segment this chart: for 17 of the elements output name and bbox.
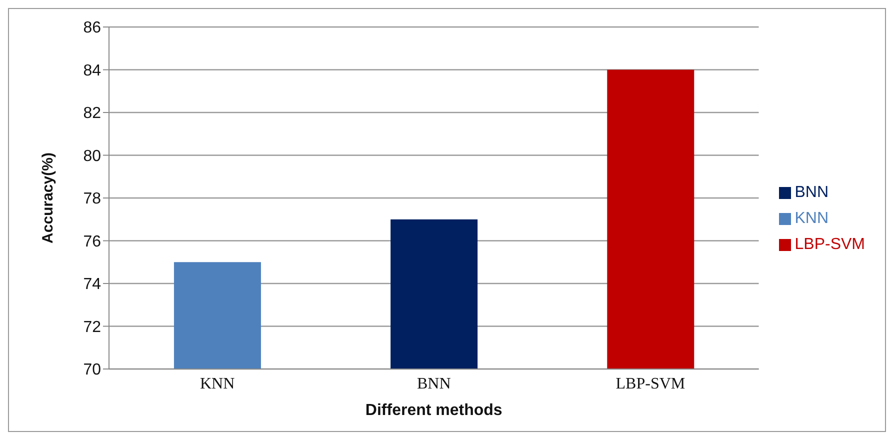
- legend-label: KNN: [794, 210, 829, 227]
- x-tick-label: BNN: [416, 375, 452, 392]
- y-tick-label: 78: [83, 190, 102, 208]
- x-tick-label: KNN: [200, 375, 236, 392]
- y-tick-label: 72: [83, 318, 102, 336]
- y-tick-label: 80: [83, 148, 102, 165]
- y-tick-label: 86: [83, 20, 102, 37]
- legend-label: BNN: [794, 184, 829, 201]
- x-axis-title: Different methods: [365, 402, 502, 419]
- y-tick-label: 76: [83, 233, 102, 250]
- y-axis-title: Accuracy(%): [39, 152, 56, 244]
- y-tick-label: 84: [83, 62, 102, 80]
- legend-label: LBP-SVM: [794, 236, 865, 253]
- y-tick-label: 74: [83, 276, 102, 294]
- x-tick-label: LBP-SVM: [616, 375, 686, 392]
- y-tick-label: 82: [83, 105, 102, 122]
- y-tick-label: 70: [83, 362, 102, 379]
